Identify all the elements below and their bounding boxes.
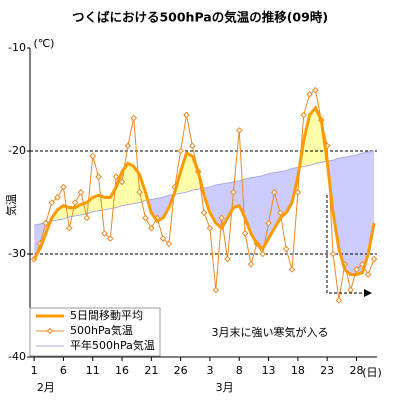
data-point [271, 188, 278, 196]
x-tick-label: 6 [60, 364, 67, 377]
y-tick-label: -20 [8, 144, 26, 157]
month-label: 3月 [216, 381, 234, 394]
legend-marker [46, 327, 54, 335]
legend-label: 平年500hPa気温 [70, 338, 155, 352]
data-point [335, 297, 343, 304]
x-tick-label: 8 [236, 364, 243, 377]
data-point [241, 230, 249, 237]
data-point [200, 209, 208, 217]
data-point [148, 224, 155, 232]
data-point [265, 219, 272, 227]
arrow-head [364, 289, 372, 297]
x-unit: (日) [362, 366, 382, 379]
data-point [83, 214, 91, 222]
data-point [65, 224, 73, 232]
month-label: 2月 [37, 381, 55, 394]
x-tick-label: 11 [86, 364, 100, 377]
data-point [95, 173, 102, 181]
data-point [189, 142, 196, 150]
data-point [329, 250, 337, 258]
data-point [54, 194, 61, 201]
data-point [159, 235, 167, 242]
data-point [235, 127, 243, 134]
plot-area [27, 47, 378, 361]
annotation: 3月末に強い寒気が入る [212, 325, 329, 339]
data-point [224, 255, 231, 263]
data-point [165, 240, 173, 248]
data-point [282, 245, 290, 253]
data-point [48, 199, 55, 206]
data-point [259, 250, 267, 258]
data-point [101, 230, 108, 237]
data-point [276, 209, 284, 217]
data-point [112, 173, 120, 181]
y-tick-label: -40 [8, 350, 26, 363]
data-point [206, 224, 214, 232]
data-point [300, 111, 308, 119]
data-point [71, 199, 79, 206]
data-point [136, 188, 143, 196]
y-axis-label: 気温 [4, 194, 18, 216]
data-point [353, 266, 360, 273]
x-tick-label: 16 [115, 364, 129, 377]
data-point [230, 188, 237, 196]
data-point [177, 147, 184, 155]
data-point [218, 214, 225, 222]
x-tick-label: 28 [349, 364, 363, 377]
arrow-line [326, 195, 366, 294]
data-point [106, 235, 114, 242]
data-point [247, 260, 255, 268]
chart-title: つくばにおける500hPaの気温の推移(09時) [72, 10, 328, 25]
x-tick-label: 3 [206, 364, 213, 377]
data-point [130, 114, 138, 122]
data-point [312, 86, 319, 94]
data-point [370, 255, 378, 263]
x-tick-label: 13 [262, 364, 276, 377]
data-point [77, 188, 85, 196]
series-line [34, 150, 375, 226]
data-point [124, 142, 132, 150]
annotation-arrow [326, 195, 372, 297]
y-unit: (℃) [34, 37, 55, 50]
series-line [32, 104, 376, 277]
data-point [60, 183, 67, 191]
data-point [288, 266, 296, 273]
data-point [364, 271, 372, 278]
y-tick-label: -10 [8, 41, 26, 54]
data-point [142, 214, 149, 222]
data-point [306, 91, 313, 98]
x-tick-label: 1 [31, 364, 38, 377]
data-point [294, 188, 302, 196]
data-point [183, 111, 190, 119]
legend-label: 500hPa気温 [70, 323, 133, 337]
data-point [42, 219, 50, 227]
data-point [89, 152, 97, 160]
data-point [347, 286, 354, 294]
data-point [212, 286, 220, 294]
x-tick-label: 26 [174, 364, 188, 377]
legend-label: 5日間移動平均 [70, 308, 143, 322]
y-tick-label: -30 [8, 247, 26, 260]
data-point [118, 178, 126, 186]
x-tick-label: 23 [320, 364, 334, 377]
x-tick-label: 18 [291, 364, 305, 377]
x-tick-label: 21 [144, 364, 158, 377]
